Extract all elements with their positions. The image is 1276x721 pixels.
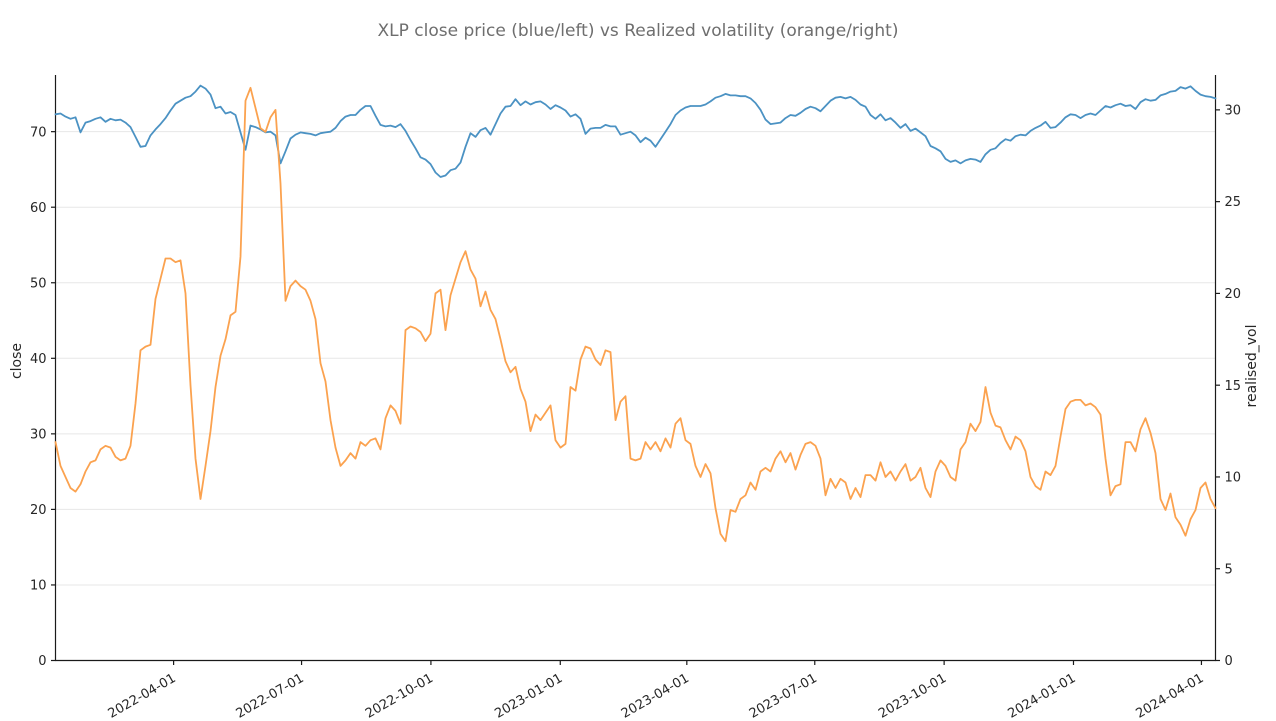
series-line-realised_vol (54, 86, 1217, 543)
x-tick-label: 2023-01-01 (492, 671, 565, 721)
series-line-close (54, 84, 1217, 178)
chart-title: XLP close price (blue/left) vs Realized … (377, 21, 899, 41)
left-axis-label: close (9, 342, 25, 380)
x-tick-label: 2022-10-01 (363, 671, 436, 721)
x-tick-label: 2024-01-01 (1006, 671, 1079, 721)
left-tick-label: 50 (30, 276, 47, 291)
right-axis-label: realised_vol (1244, 324, 1260, 408)
x-tick-label: 2022-04-01 (106, 671, 179, 721)
x-tick-label: 2023-04-01 (619, 671, 692, 721)
right-tick-label: 15 (1225, 379, 1242, 394)
left-tick-label: 10 (30, 579, 47, 594)
left-tick-label: 40 (30, 352, 47, 367)
right-tick-label: 10 (1225, 471, 1242, 486)
left-tick-label: 30 (30, 427, 47, 442)
right-tick-label: 5 (1225, 562, 1233, 577)
right-tick-label: 0 (1225, 654, 1233, 669)
left-tick-label: 60 (30, 201, 47, 216)
left-tick-label: 20 (30, 503, 47, 518)
left-tick-label: 70 (30, 125, 47, 140)
right-tick-label: 25 (1225, 195, 1242, 210)
x-tick-label: 2023-10-01 (876, 671, 949, 721)
right-tick-label: 20 (1225, 287, 1242, 302)
x-tick-label: 2024-04-01 (1134, 671, 1207, 721)
x-tick-label: 2023-07-01 (747, 671, 820, 721)
right-tick-label: 30 (1225, 103, 1242, 118)
x-tick-label: 2022-07-01 (234, 671, 307, 721)
left-tick-label: 0 (38, 654, 46, 669)
